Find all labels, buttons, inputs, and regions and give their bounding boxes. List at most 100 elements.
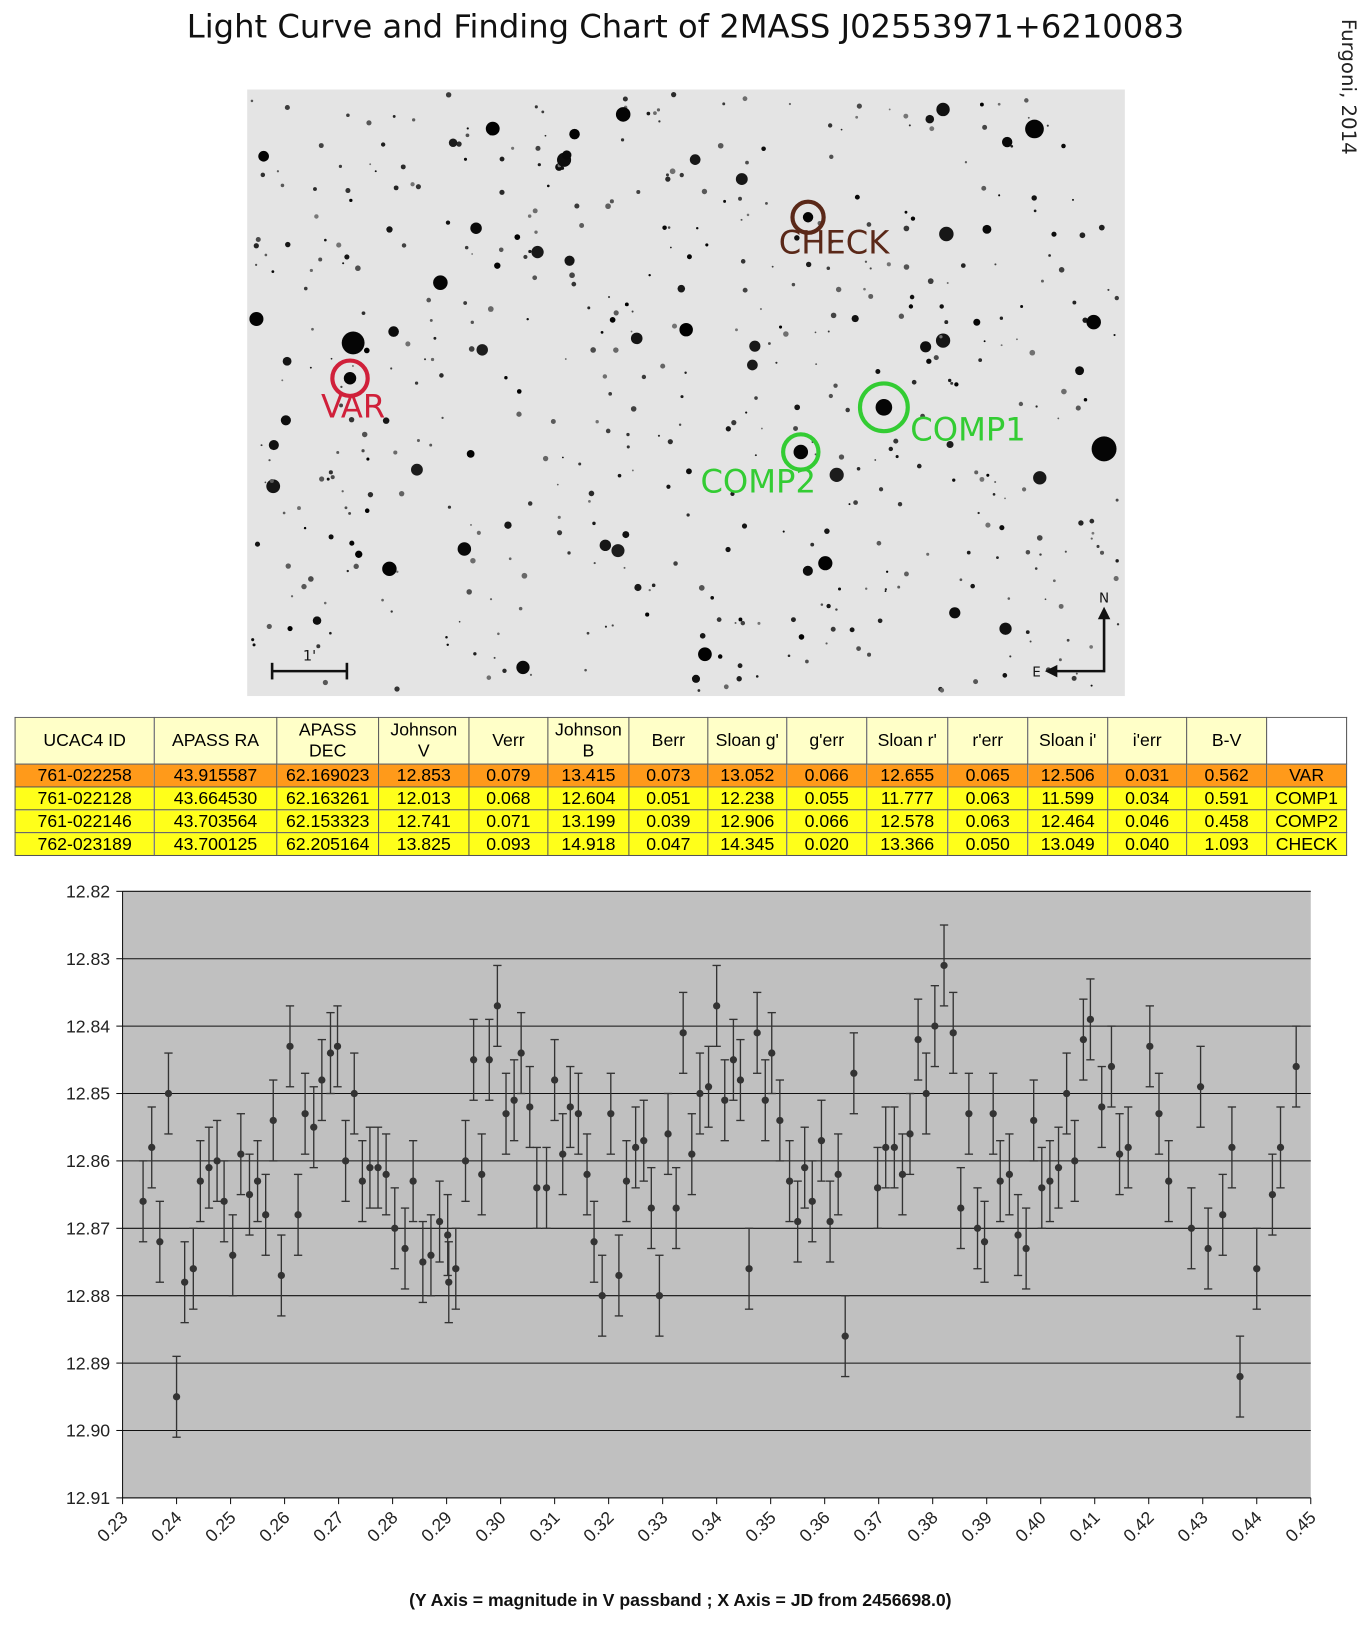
star (445, 92, 452, 98)
y-tick-label: 12.84 (66, 1016, 110, 1036)
star (369, 163, 372, 166)
star (255, 263, 258, 267)
star (282, 356, 292, 366)
star (266, 479, 281, 494)
star (342, 262, 345, 265)
star (856, 646, 861, 651)
data-point (980, 1238, 989, 1246)
star (754, 396, 758, 400)
star (999, 525, 1005, 531)
star (925, 114, 935, 124)
data-point (922, 1089, 930, 1098)
star (250, 99, 254, 103)
data-point (1098, 1103, 1106, 1111)
header-cell: Verr (468, 716, 549, 765)
star (854, 194, 860, 200)
data-point (318, 1076, 326, 1084)
star (869, 267, 872, 270)
star (613, 347, 619, 353)
header-row: UCAC4 ID APASS RA APASS DEC Johnson V Verr Jo… (14, 716, 1348, 765)
table-cell: 0.020 (786, 832, 868, 857)
star (999, 316, 1004, 320)
star (1115, 559, 1119, 563)
star (701, 188, 708, 195)
star (1114, 295, 1119, 301)
star (829, 239, 834, 244)
star (249, 311, 264, 327)
star (343, 372, 357, 385)
data-point (1124, 1143, 1132, 1152)
star (973, 679, 979, 685)
credit: Furgoni, 2014 (1337, 19, 1360, 155)
star (486, 675, 492, 680)
compass (1051, 612, 1106, 673)
star (838, 454, 845, 460)
star (341, 331, 365, 355)
star (599, 539, 612, 552)
star (815, 363, 818, 366)
star (433, 275, 448, 290)
data-point (164, 1089, 173, 1098)
star (557, 515, 561, 519)
star (878, 487, 884, 492)
data-point (640, 1137, 648, 1145)
star (646, 111, 651, 116)
star (678, 423, 682, 426)
star (382, 417, 390, 424)
table-cell: 14.918 (547, 832, 630, 857)
star (562, 150, 572, 160)
star (587, 306, 591, 310)
star (499, 156, 505, 162)
star (445, 636, 448, 639)
star (316, 644, 321, 649)
star (309, 366, 312, 369)
table-cell: 0.066 (786, 809, 868, 834)
table-cell: 11.599 (1027, 786, 1109, 811)
star (669, 246, 672, 249)
data-point (598, 1292, 606, 1300)
star (382, 561, 397, 577)
star (584, 668, 587, 672)
star (348, 416, 355, 423)
table-cell: 13.415 (547, 763, 630, 788)
y-tick-label: 12.89 (66, 1353, 110, 1373)
star (326, 477, 330, 481)
star (264, 481, 267, 484)
star (787, 654, 791, 658)
star (667, 226, 671, 229)
star (648, 588, 651, 592)
star (271, 270, 275, 273)
star (1052, 579, 1056, 583)
star (339, 403, 344, 408)
data-point (445, 1278, 453, 1286)
data-point (1204, 1244, 1212, 1253)
header-text: APASS DEC (298, 719, 357, 761)
data-point (333, 1042, 342, 1050)
star (390, 610, 393, 613)
star (908, 304, 914, 309)
data-point (326, 1049, 335, 1057)
star (793, 444, 809, 460)
star (1064, 550, 1067, 553)
x-tick-label: 0.41 (1065, 1507, 1103, 1545)
star (840, 128, 843, 131)
star (1027, 116, 1030, 119)
finder-overlay: 1' N E CHECK VAR COMP1 COMP2 (270, 199, 1111, 680)
star (290, 595, 294, 598)
star (1115, 498, 1119, 502)
star (258, 150, 269, 162)
data-point (696, 1089, 704, 1098)
star (390, 367, 393, 370)
table-cell: 13.199 (547, 809, 630, 834)
star (346, 113, 350, 118)
star (392, 115, 396, 118)
star (252, 643, 256, 647)
data-point (1022, 1244, 1030, 1253)
star (723, 199, 727, 203)
star (268, 439, 279, 451)
star (426, 297, 432, 303)
star (686, 513, 690, 517)
star (363, 347, 370, 354)
star (698, 585, 705, 591)
star (851, 314, 859, 323)
